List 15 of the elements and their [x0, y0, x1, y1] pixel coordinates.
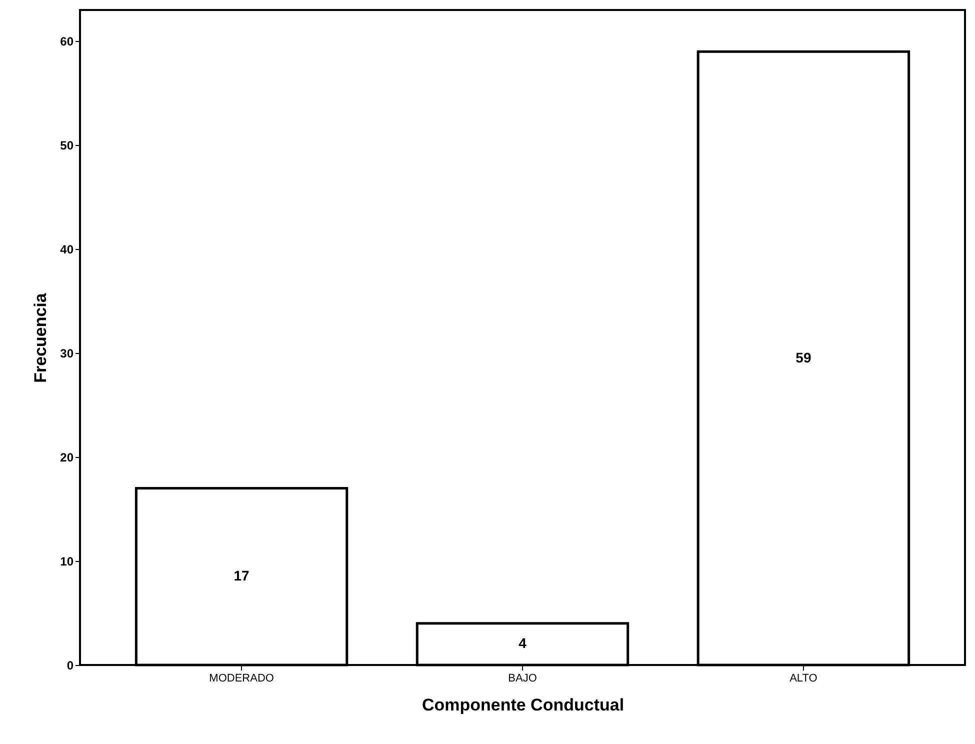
y-axis-title: Frecuencia [31, 292, 50, 383]
y-tick-label: 60 [60, 34, 74, 49]
x-tick-label: MODERADO [209, 672, 274, 684]
y-tick-label: 30 [60, 346, 74, 361]
x-axis-title: Componente Conductual [422, 696, 624, 714]
data-label: 17 [234, 568, 250, 584]
y-tick-label: 0 [66, 658, 74, 672]
y-tick-label: 20 [60, 450, 74, 465]
x-tick-label: BAJO [508, 672, 538, 684]
y-tick-label: 40 [60, 242, 74, 257]
x-tick-label: ALTO [790, 672, 818, 684]
data-label: 59 [796, 349, 812, 366]
y-tick-label: 10 [60, 554, 74, 569]
data-label: 4 [518, 635, 527, 652]
y-tick-label: 50 [60, 138, 74, 153]
